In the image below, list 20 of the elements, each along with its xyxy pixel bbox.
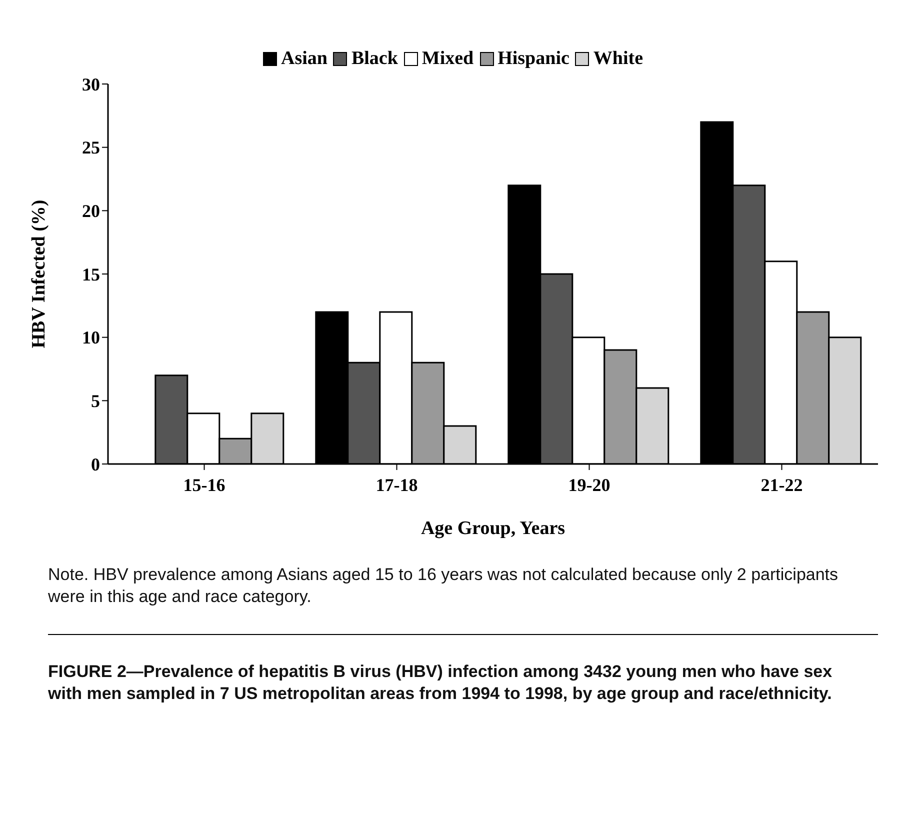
caption: FIGURE 2—Prevalence of hepatitis B virus (HBV) infection among 3432 young men who have sex with men sampled in 7 US metropolitan areas from 1994 to 1998, by age group and race/ethnicity. bbox=[48, 661, 834, 706]
y-tick-label: 15 bbox=[82, 264, 100, 284]
y-axis-title: HBV Infected (%) bbox=[28, 200, 50, 348]
legend-label: Hispanic bbox=[498, 48, 570, 70]
x-tick-label: 19-20 bbox=[568, 474, 610, 495]
y-tick-label: 5 bbox=[91, 391, 100, 412]
y-tick-label: 10 bbox=[82, 328, 100, 348]
y-tick-label: 25 bbox=[82, 138, 100, 158]
x-tick-label: 15-16 bbox=[183, 474, 226, 495]
legend-label: White bbox=[593, 48, 644, 70]
legend-label: Black bbox=[351, 48, 398, 70]
y-tick-label: 20 bbox=[82, 201, 100, 222]
legend-label: Asian bbox=[280, 48, 328, 70]
x-axis-title: Age Group, Years bbox=[420, 518, 566, 539]
y-tick-label: 30 bbox=[82, 74, 100, 94]
y-tick-label: 0 bbox=[91, 454, 100, 474]
x-tick-label: 17-18 bbox=[376, 474, 418, 495]
x-tick-label: 21-22 bbox=[760, 474, 803, 495]
legend-label: Mixed bbox=[422, 48, 474, 70]
text: Note. HBV prevalence among Asians aged 15 to 16 years was not calculated because only 2 participants were in this age and race category. bbox=[48, 564, 840, 608]
